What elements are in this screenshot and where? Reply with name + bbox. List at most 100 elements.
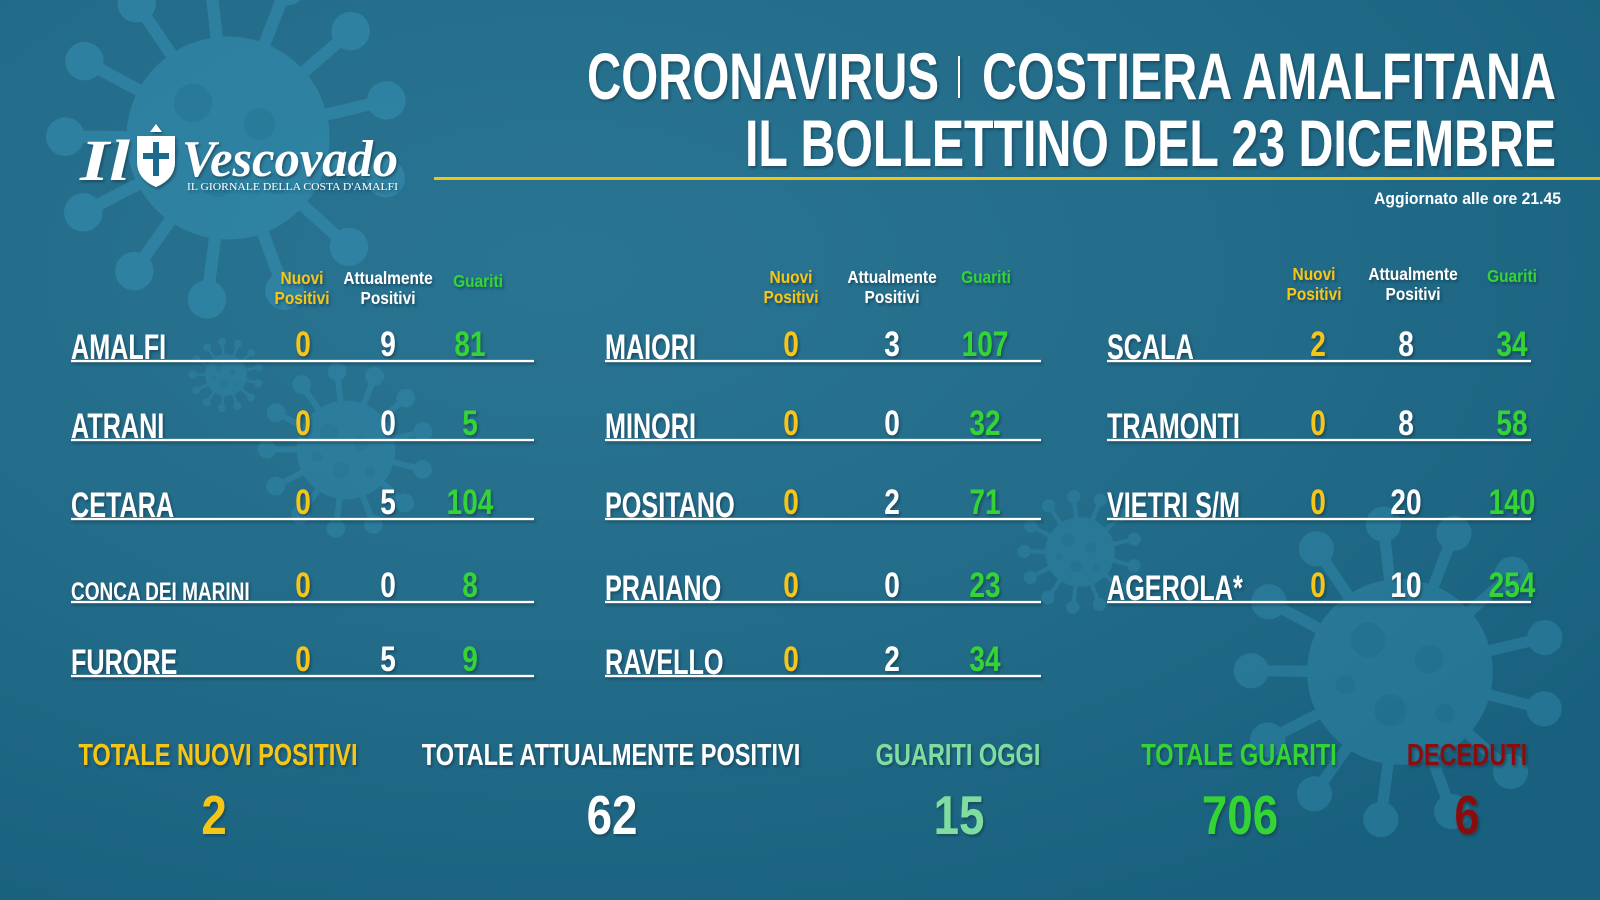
total-block: TOTALE GUARITI 706 — [1141, 737, 1336, 846]
title-bulletin-date: IL BOLLETTINO DEL 23 DICEMBRE — [745, 106, 1556, 180]
header-new-positive: Positivi — [1287, 284, 1342, 304]
town-row: POSITANO 0 2 71 — [605, 482, 1041, 525]
current-positive-value: 8 — [1398, 324, 1414, 364]
recovered-value: 5 — [462, 403, 478, 443]
recovered-value: 23 — [969, 565, 1000, 605]
header-current-positive: Attualmente — [343, 268, 432, 288]
recovered-value: 8 — [462, 565, 478, 605]
current-positive-value: 0 — [884, 565, 900, 605]
new-positive-value: 0 — [295, 565, 311, 605]
header-current-positive: Attualmente — [1368, 264, 1457, 284]
total-block: DECEDUTI 6 — [1407, 737, 1527, 846]
header-recovered: Guariti — [453, 271, 503, 291]
title-divider — [958, 56, 960, 98]
total-label: GUARITI OGGI — [876, 737, 1041, 772]
header-new-positive: Nuovi — [1293, 264, 1336, 284]
recovered-value: 34 — [969, 639, 1000, 679]
current-positive-value: 0 — [884, 403, 900, 443]
total-value: 15 — [934, 784, 985, 846]
town-column: NuoviPositiviAttualmentePositiviGuaritiS… — [1107, 264, 1537, 608]
header-current-positive: Positivi — [361, 288, 416, 308]
totals-row: TOTALE NUOVI POSITIVI 2 TOTALE ATTUALMENTE… — [78, 737, 1527, 846]
total-label: TOTALE NUOVI POSITIVI — [78, 737, 357, 772]
recovered-value: 9 — [462, 639, 478, 679]
header-recovered: Guariti — [961, 267, 1011, 287]
town-name: VIETRI S/M — [1107, 486, 1240, 525]
updated-time: Aggiornato alle ore 21.45 — [1374, 189, 1561, 208]
total-label: TOTALE GUARITI — [1141, 737, 1336, 772]
header-new-positive: Positivi — [275, 288, 330, 308]
header-new-positive: Positivi — [764, 287, 819, 307]
title-location: COSTIERA AMALFITANA — [982, 39, 1556, 113]
new-positive-value: 0 — [783, 639, 799, 679]
current-positive-value: 5 — [380, 639, 396, 679]
town-name: MAIORI — [605, 328, 696, 367]
town-row: RAVELLO 0 2 34 — [605, 639, 1041, 682]
total-block: TOTALE NUOVI POSITIVI 2 — [78, 737, 357, 846]
new-positive-value: 0 — [295, 482, 311, 522]
new-positive-value: 0 — [295, 403, 311, 443]
town-name: POSITANO — [605, 486, 735, 525]
town-row: PRAIANO 0 0 23 — [605, 565, 1041, 608]
current-positive-value: 5 — [380, 482, 396, 522]
current-positive-value: 2 — [884, 482, 900, 522]
logo-prefix: Il — [79, 128, 131, 193]
recovered-value: 58 — [1496, 403, 1527, 443]
recovered-value: 81 — [454, 324, 485, 364]
town-column: NuoviPositiviAttualmentePositiviGuaritiA… — [71, 268, 534, 682]
header-current-positive: Positivi — [1386, 284, 1441, 304]
new-positive-value: 0 — [295, 324, 311, 364]
total-value: 706 — [1202, 784, 1278, 846]
new-positive-value: 0 — [783, 324, 799, 364]
header-new-positive: Nuovi — [281, 268, 324, 288]
shield-cross-icon — [137, 124, 175, 187]
recovered-value: 71 — [969, 482, 1000, 522]
town-name: SCALA — [1107, 328, 1194, 367]
town-row: AMALFI 0 9 81 — [71, 324, 534, 367]
new-positive-value: 0 — [295, 639, 311, 679]
town-name: AGEROLA* — [1107, 569, 1243, 608]
town-row: FURORE 0 5 9 — [71, 639, 534, 682]
logo: Il Vescovado IL GIORNALE DELLA COSTA D'A… — [79, 124, 398, 193]
town-name: CETARA — [71, 486, 174, 525]
new-positive-value: 0 — [1310, 403, 1326, 443]
new-positive-value: 0 — [783, 403, 799, 443]
logo-tagline: IL GIORNALE DELLA COSTA D'AMALFI — [187, 181, 398, 193]
recovered-value: 104 — [447, 482, 494, 522]
title-block: CORONAVIRUS COSTIERA AMALFITANA IL BOLLE… — [587, 39, 1556, 180]
town-row: AGEROLA* 0 10 254 — [1107, 565, 1536, 608]
town-row: SCALA 2 8 34 — [1107, 324, 1531, 367]
new-positive-value: 0 — [1310, 482, 1326, 522]
town-row: TRAMONTI 0 8 58 — [1107, 403, 1531, 446]
town-name: MINORI — [605, 407, 696, 446]
header-recovered: Guariti — [1487, 266, 1537, 286]
town-name: RAVELLO — [605, 643, 723, 682]
town-row: MAIORI 0 3 107 — [605, 324, 1041, 367]
town-row: ATRANI 0 0 5 — [71, 403, 534, 446]
recovered-value: 107 — [962, 324, 1009, 364]
new-positive-value: 0 — [1310, 565, 1326, 605]
total-label: DECEDUTI — [1407, 737, 1527, 772]
current-positive-value: 0 — [380, 403, 396, 443]
total-block: GUARITI OGGI 15 — [876, 737, 1041, 846]
town-column: NuoviPositiviAttualmentePositiviGuaritiM… — [605, 267, 1041, 682]
town-row: CONCA DEI MARINI 0 0 8 — [71, 565, 534, 606]
total-value: 6 — [1454, 784, 1479, 846]
current-positive-value: 10 — [1390, 565, 1421, 605]
header-new-positive: Nuovi — [770, 267, 813, 287]
town-name: FURORE — [71, 643, 177, 682]
recovered-value: 140 — [1489, 482, 1536, 522]
new-positive-value: 2 — [1310, 324, 1326, 364]
total-block: TOTALE ATTUALMENTE POSITIVI 62 — [422, 737, 800, 846]
town-name: CONCA DEI MARINI — [71, 577, 250, 605]
header-current-positive: Attualmente — [847, 267, 936, 287]
total-label: TOTALE ATTUALMENTE POSITIVI — [422, 737, 800, 772]
town-name: TRAMONTI — [1107, 407, 1240, 446]
town-row: MINORI 0 0 32 — [605, 403, 1041, 446]
total-value: 2 — [201, 784, 226, 846]
current-positive-value: 3 — [884, 324, 900, 364]
